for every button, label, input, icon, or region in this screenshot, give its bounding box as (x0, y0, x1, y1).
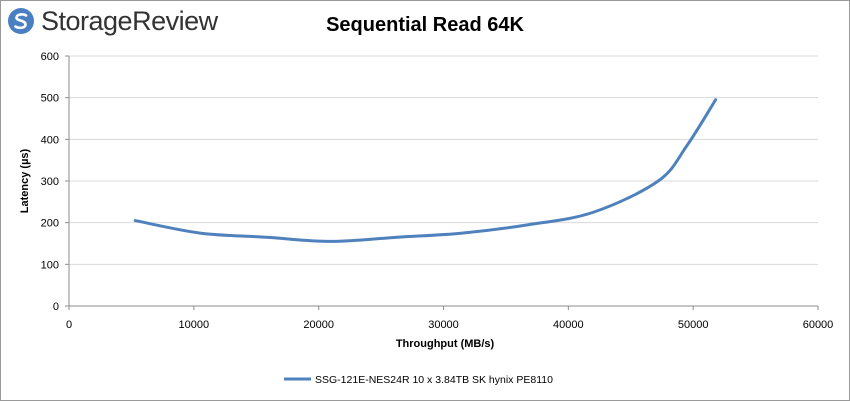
storagereview-logo: StorageReview (7, 6, 218, 36)
series-line (133, 98, 718, 243)
y-tick-label: 200 (41, 218, 59, 230)
x-tick-label: 10000 (179, 319, 210, 331)
y-axis-label: Latency (µs) (19, 148, 31, 213)
chart-title: Sequential Read 64K (326, 14, 524, 36)
legend: SSG-121E-NES24R 10 x 3.84TB SK hynix PE8… (284, 374, 553, 386)
logo-text: StorageReview (41, 5, 218, 36)
legend-label: SSG-121E-NES24R 10 x 3.84TB SK hynix PE8… (315, 374, 553, 386)
x-tick-label: 0 (66, 319, 72, 331)
x-tick-label: 60000 (803, 319, 834, 331)
y-tick-label: 300 (41, 176, 59, 188)
x-axis-label: Throughput (MB/s) (396, 338, 495, 350)
y-tick-label: 600 (41, 51, 59, 63)
y-tick-label: 0 (53, 301, 59, 313)
y-tick-label: 500 (41, 93, 59, 105)
grid-lines (69, 55, 818, 265)
y-tick-label: 100 (41, 259, 59, 271)
axes: 0 100 200 300 400 500 600 0 10000 20000 30000 40000… (41, 51, 834, 331)
y-tick-label: 400 (41, 134, 59, 146)
storagereview-logo-icon (8, 8, 34, 34)
x-tick-label: 30000 (428, 319, 459, 331)
x-tick-label: 40000 (553, 319, 584, 331)
x-tick-label: 50000 (678, 319, 709, 331)
series-layer (133, 98, 718, 243)
x-tick-label: 20000 (303, 319, 334, 331)
